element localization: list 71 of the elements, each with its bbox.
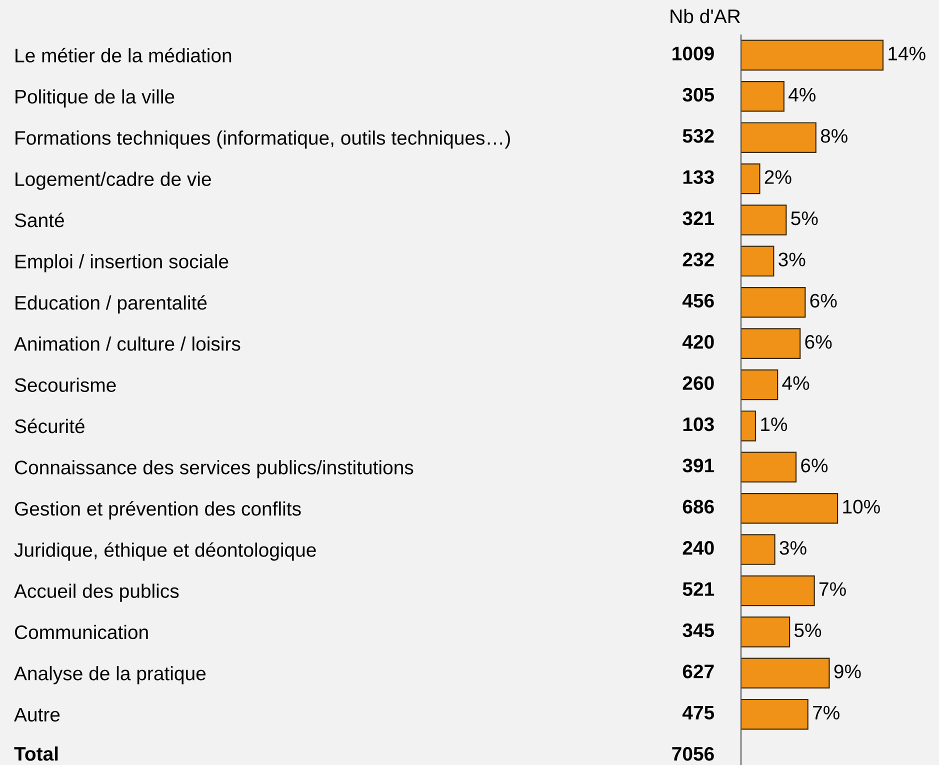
- bar: [741, 80, 784, 112]
- data-label: 420: [682, 335, 714, 349]
- text: 7056: [672, 746, 714, 761]
- bar: [741, 246, 774, 277]
- annotation: 5%: [794, 623, 822, 638]
- y-tick-label: Gestion et prévention des conflits: [14, 501, 301, 520]
- bar: [741, 286, 806, 318]
- annotation: 3%: [780, 540, 806, 555]
- bar: [741, 410, 756, 442]
- data-label: 260: [682, 376, 714, 390]
- data-label: 521: [682, 582, 714, 596]
- annotation: 6%: [801, 458, 828, 472]
- chart-title: Nb d'AR: [670, 8, 740, 24]
- data-label: 133: [683, 170, 714, 184]
- y-tick-label: Secourisme: [14, 378, 116, 392]
- annotation: 8%: [820, 129, 848, 143]
- bar: [741, 163, 760, 194]
- annotation: 9%: [834, 664, 861, 678]
- annotation: 6%: [805, 335, 832, 349]
- annotation: 6%: [810, 294, 837, 308]
- bar: [741, 492, 838, 524]
- annotation: 10%: [843, 500, 880, 514]
- data-label: 1009: [672, 46, 714, 60]
- y-tick-label: Formations techniques (informatique, outils techniques…): [16, 130, 510, 149]
- y-tick-label: Juridique, éthique et déontologique: [14, 542, 316, 561]
- y-tick-label: Analyse de la pratique: [14, 666, 206, 684]
- annotation: 7%: [813, 706, 840, 720]
- data-label: 321: [682, 211, 714, 226]
- annotation: 2%: [764, 170, 792, 184]
- bar: [741, 534, 776, 565]
- data-label: 456: [682, 294, 714, 308]
- data-label: 305: [682, 88, 714, 102]
- annotation: 4%: [788, 88, 816, 102]
- data-label: 686: [682, 500, 714, 514]
- bar: [741, 328, 801, 359]
- bar: [741, 616, 790, 648]
- bar: [741, 369, 778, 400]
- y-tick-label: Connaissance des services publics/institutions: [14, 460, 414, 478]
- bar: [741, 452, 797, 483]
- annotation: 3%: [778, 252, 806, 266]
- annotation: 5%: [791, 212, 818, 226]
- annotation: 1%: [761, 417, 788, 432]
- data-label: 627: [682, 664, 714, 678]
- bar: [741, 698, 808, 730]
- y-tick-label: Emploi / insertion sociale: [16, 254, 228, 272]
- text: Total: [14, 746, 58, 761]
- y-tick-label: Animation / culture / loisirs: [14, 336, 240, 351]
- y-tick-label: Communication: [14, 624, 148, 640]
- data-label: 345: [682, 623, 714, 638]
- y-tick-label: Autre: [14, 708, 60, 722]
- annotation: 4%: [782, 376, 810, 390]
- data-label: 240: [682, 540, 714, 555]
- annotation: 7%: [819, 582, 846, 596]
- y-tick-label: Education / parentalité: [16, 295, 207, 314]
- y-tick-label: Le métier de la médiation: [16, 48, 232, 62]
- data-label: 475: [682, 706, 714, 720]
- bar: [741, 204, 787, 236]
- y-tick-label: Accueil des publics: [14, 584, 179, 602]
- annotation: 14%: [888, 46, 926, 60]
- y-tick-label: Logement/cadre de vie: [16, 172, 211, 190]
- data-label: 532: [682, 129, 714, 143]
- bar: [741, 122, 816, 153]
- bar: [741, 658, 830, 689]
- data-label: 103: [683, 417, 714, 432]
- data-label: 232: [682, 252, 714, 266]
- bar: [741, 40, 884, 71]
- y-tick-label: Sécurité: [14, 418, 84, 434]
- y-tick-label: Politique de la ville: [16, 89, 174, 108]
- data-label: 391: [682, 458, 714, 472]
- y-tick-label: Santé: [14, 212, 64, 228]
- bar: [741, 575, 815, 606]
